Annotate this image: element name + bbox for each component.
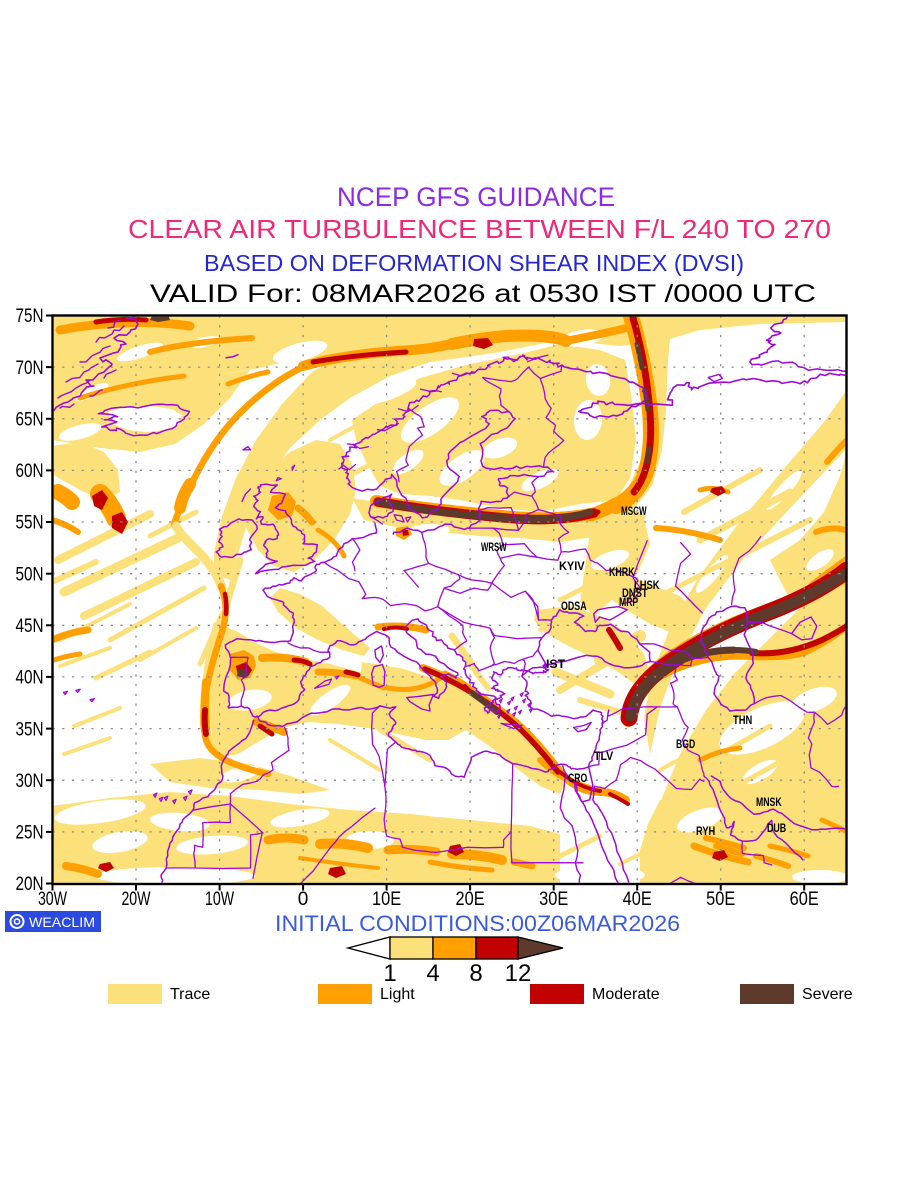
svg-text:TLV: TLV <box>594 749 613 763</box>
svg-text:ODSA: ODSA <box>561 599 587 613</box>
svg-text:75N: 75N <box>16 306 44 327</box>
svg-text:60N: 60N <box>16 461 44 482</box>
svg-text:45N: 45N <box>16 616 44 637</box>
svg-text:WRSW: WRSW <box>481 540 507 554</box>
svg-text:IST: IST <box>546 657 566 671</box>
svg-text:MNSK: MNSK <box>756 795 782 809</box>
svg-text:12: 12 <box>505 960 532 987</box>
svg-text:NCEP GFS GUIDANCE: NCEP GFS GUIDANCE <box>337 182 615 212</box>
svg-text:4: 4 <box>426 960 439 987</box>
svg-text:KHRK: KHRK <box>609 565 635 579</box>
svg-text:BASED ON DEFORMATION SHEAR IND: BASED ON DEFORMATION SHEAR INDEX (DVSI) <box>204 250 744 276</box>
svg-text:WEACLIM: WEACLIM <box>29 914 95 930</box>
svg-text:DNST: DNST <box>622 586 648 600</box>
svg-text:60E: 60E <box>790 889 819 910</box>
svg-text:25N: 25N <box>16 823 44 844</box>
svg-text:30E: 30E <box>539 889 568 910</box>
svg-text:70N: 70N <box>16 358 44 379</box>
svg-text:0: 0 <box>298 889 309 910</box>
svg-text:30W: 30W <box>38 889 67 910</box>
svg-text:CRO: CRO <box>568 771 587 785</box>
svg-text:50E: 50E <box>706 889 735 910</box>
svg-text:MRP: MRP <box>619 595 638 609</box>
svg-text:THN: THN <box>733 713 752 727</box>
svg-text:RYH: RYH <box>696 824 715 838</box>
svg-text:LHSK: LHSK <box>634 578 660 592</box>
svg-text:65N: 65N <box>16 410 44 431</box>
svg-text:30N: 30N <box>16 771 44 792</box>
svg-text:20E: 20E <box>456 889 485 910</box>
svg-text:40E: 40E <box>623 889 652 910</box>
svg-text:55N: 55N <box>16 513 44 534</box>
svg-text:CLEAR AIR TURBULENCE BETWEEN F: CLEAR AIR TURBULENCE BETWEEN F/L 240 TO … <box>128 214 831 244</box>
svg-text:INITIAL CONDITIONS:00Z06MAR202: INITIAL CONDITIONS:00Z06MAR2026 <box>275 911 680 936</box>
svg-text:1: 1 <box>383 960 396 987</box>
svg-text:35N: 35N <box>16 719 44 740</box>
svg-text:10E: 10E <box>372 889 401 910</box>
svg-text:Severe: Severe <box>802 986 853 1003</box>
svg-text:Trace: Trace <box>170 986 210 1003</box>
svg-text:DUB: DUB <box>767 821 786 835</box>
svg-text:40N: 40N <box>16 668 44 689</box>
svg-text:KYIV: KYIV <box>559 559 585 573</box>
svg-text:8: 8 <box>469 960 482 987</box>
svg-text:MSCW: MSCW <box>621 504 647 518</box>
svg-text:Light: Light <box>380 986 415 1003</box>
svg-text:BGD: BGD <box>676 737 695 751</box>
svg-text:VALID For: 08MAR2026 at 0530 I: VALID For: 08MAR2026 at 0530 IST /0000 U… <box>150 280 816 308</box>
svg-text:Moderate: Moderate <box>592 986 660 1003</box>
svg-text:50N: 50N <box>16 564 44 585</box>
svg-text:20N: 20N <box>16 874 44 895</box>
svg-text:20W: 20W <box>121 889 150 910</box>
svg-text:10W: 10W <box>205 889 234 910</box>
